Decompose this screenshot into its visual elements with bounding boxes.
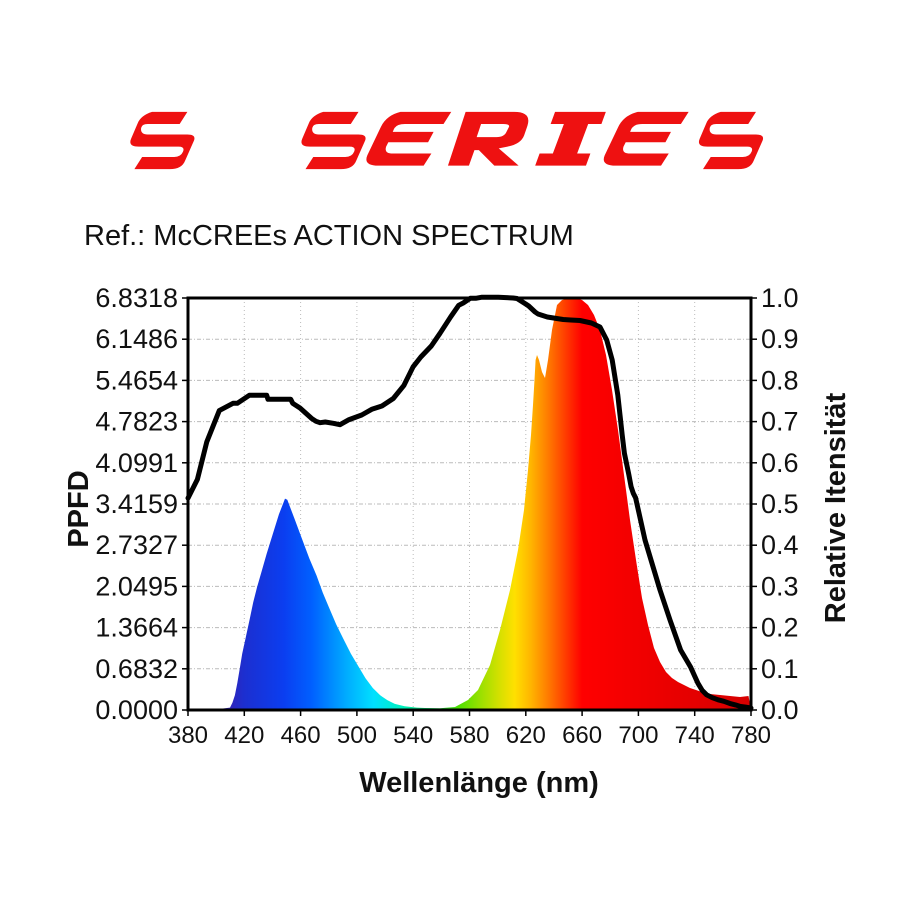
- svg-text:0.6832: 0.6832: [95, 654, 178, 684]
- svg-text:Relative Itensität: Relative Itensität: [820, 392, 852, 623]
- svg-text:4.0991: 4.0991: [95, 448, 178, 478]
- svg-text:0.9: 0.9: [761, 324, 799, 354]
- svg-text:620: 620: [506, 722, 546, 749]
- svg-text:2.0495: 2.0495: [95, 571, 178, 601]
- svg-text:660: 660: [562, 722, 602, 749]
- svg-text:5.4654: 5.4654: [95, 365, 178, 395]
- svg-text:0.8: 0.8: [761, 365, 799, 395]
- svg-text:740: 740: [675, 722, 715, 749]
- svg-text:1.3664: 1.3664: [95, 613, 178, 643]
- svg-text:0.0000: 0.0000: [95, 695, 178, 725]
- svg-text:0.2: 0.2: [761, 613, 799, 643]
- svg-text:460: 460: [281, 722, 321, 749]
- svg-text:0.0: 0.0: [761, 695, 799, 725]
- svg-text:420: 420: [224, 722, 264, 749]
- svg-text:Wellenlänge (nm): Wellenlänge (nm): [359, 767, 599, 799]
- svg-text:780: 780: [731, 722, 771, 749]
- svg-text:540: 540: [393, 722, 433, 749]
- svg-text:0.7: 0.7: [761, 407, 799, 437]
- svg-text:0.5: 0.5: [761, 489, 799, 519]
- svg-text:4.7823: 4.7823: [95, 407, 178, 437]
- svg-text:PPFD: PPFD: [63, 470, 95, 547]
- svg-text:0.3: 0.3: [761, 571, 799, 601]
- svg-text:380: 380: [168, 722, 208, 749]
- svg-text:0.6: 0.6: [761, 448, 799, 478]
- svg-text:6.1486: 6.1486: [95, 324, 178, 354]
- svg-text:3.4159: 3.4159: [95, 489, 178, 519]
- svg-text:700: 700: [618, 722, 658, 749]
- svg-text:2.7327: 2.7327: [95, 530, 178, 560]
- svg-text:1.0: 1.0: [761, 283, 799, 313]
- svg-text:0.1: 0.1: [761, 654, 799, 684]
- svg-text:580: 580: [449, 722, 489, 749]
- svg-text:6.8318: 6.8318: [95, 283, 178, 313]
- svg-text:500: 500: [337, 722, 377, 749]
- svg-text:0.4: 0.4: [761, 530, 799, 560]
